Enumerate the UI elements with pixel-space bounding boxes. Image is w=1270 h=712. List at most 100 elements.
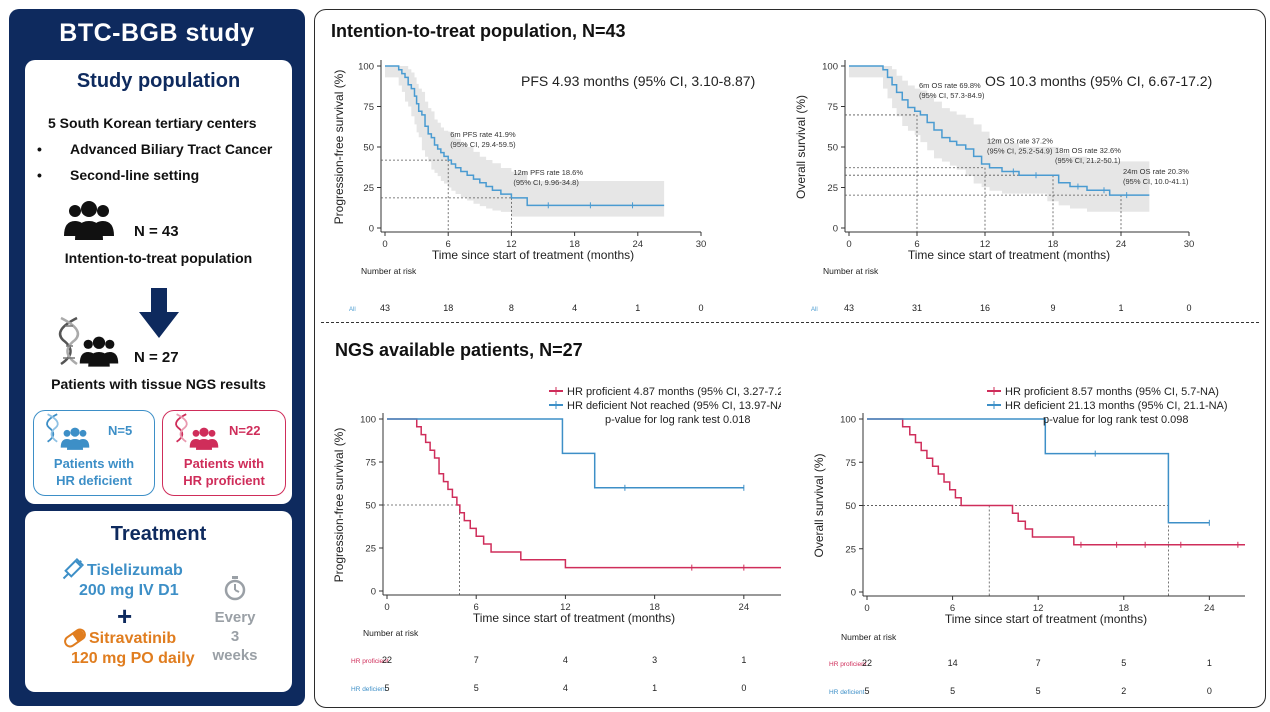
hr-deficient-box: N=5 Patients with HR deficient (33, 410, 155, 496)
drug1-dose: 200 mg IV D1 (79, 582, 179, 599)
ngs-count: N = 27 (134, 349, 179, 366)
y-tick-label: 50 (845, 501, 856, 512)
risk-count: 1 (741, 655, 746, 665)
x-tick-label: 6 (474, 602, 479, 613)
risk-count: 9 (1050, 303, 1055, 313)
left-panel: BTC-BGB study Study population 5 South K… (9, 9, 305, 706)
itt-os-chart: 0 25 50 75 100 0 6 12 18 24 30 Time since start of … (794, 60, 1212, 313)
risk-count: 0 (1207, 686, 1212, 696)
x-tick-label: 30 (1184, 239, 1195, 250)
risk-count: 7 (1036, 658, 1041, 668)
risk-count: 1 (1207, 658, 1212, 668)
y-tick-label: 75 (827, 102, 838, 113)
risk-count: 5 (1036, 686, 1041, 696)
legend-entry: HR deficient 21.13 months (95% CI, 21.1-… (1005, 400, 1228, 412)
drug2-dose: 120 mg PO daily (71, 650, 195, 667)
risk-row-label: HR proficient (829, 661, 867, 668)
risk-count: 5 (864, 686, 869, 696)
stopwatch-icon (224, 576, 246, 601)
y-tick-label: 25 (827, 183, 838, 194)
people-icon-ngs (79, 336, 119, 367)
landmark-ci-label: (95% CI, 29.4-59.5) (450, 140, 516, 149)
landmark-ci-label: (95% CI, 10.0-41.1) (1123, 177, 1189, 186)
bullet-item-1: Advanced Biliary Tract Cancer (70, 141, 273, 157)
risk-count: 0 (741, 683, 746, 693)
risk-count: 1 (1118, 303, 1123, 313)
x-tick-label: 30 (696, 239, 707, 250)
risk-count: 0 (1186, 303, 1191, 313)
risk-row-label: HR deficient (351, 686, 387, 693)
median-survival-title: PFS 4.93 months (95% CI, 3.10-8.87) (521, 73, 755, 89)
risk-count: 43 (380, 303, 390, 313)
hrp-label-2: HR proficient (183, 473, 265, 488)
x-tick-label: 18 (649, 602, 660, 613)
itt-count: N = 43 (134, 223, 179, 240)
x-tick-label: 6 (446, 239, 451, 250)
y-tick-label: 75 (845, 458, 856, 469)
risk-count: 0 (698, 303, 703, 313)
pill-icon (64, 628, 86, 648)
x-tick-label: 18 (1048, 239, 1059, 250)
y-tick-label: 0 (371, 587, 376, 598)
risk-table-label: Number at risk (823, 266, 879, 276)
landmark-rate-label: 6m OS rate 69.8% (919, 81, 981, 90)
y-tick-label: 100 (840, 415, 856, 426)
hrp-count: N=22 (229, 423, 261, 438)
confidence-band (849, 66, 1150, 212)
x-axis-label: Time since start of treatment (months) (945, 612, 1147, 626)
treatment-card: Treatment Tislelizumab 200 mg IV D1 + Si… (25, 511, 292, 692)
landmark-rate-label: 18m OS rate 32.6% (1055, 146, 1121, 155)
x-tick-label: 24 (633, 239, 644, 250)
p-value-label: p-value for log rank test 0.098 (1043, 414, 1189, 426)
y-axis-label: Overall survival (%) (794, 95, 808, 199)
bullet-dot-1: • (37, 141, 42, 157)
syringe-icon (62, 557, 85, 580)
hrp-label-1: Patients with (183, 456, 265, 471)
itt-label: Intention-to-treat population (64, 250, 253, 266)
x-tick-label: 18 (569, 239, 580, 250)
all-survival-curve (849, 65, 1150, 196)
landmark-ci-label: (95% CI, 57.3-84.9) (919, 91, 985, 100)
risk-count: 7 (474, 655, 479, 665)
risk-count: 18 (443, 303, 453, 313)
x-tick-label: 0 (384, 602, 389, 613)
schedule-line-3: weeks (212, 647, 258, 664)
legend-entry: HR proficient 8.57 months (95% CI, 5.7-N… (1005, 386, 1219, 398)
x-tick-label: 6 (950, 603, 955, 614)
x-axis-label: Time since start of treatment (months) (432, 248, 634, 262)
x-tick-label: 0 (382, 239, 387, 250)
landmark-ci-label: (95% CI, 21.2-50.1) (1055, 156, 1121, 165)
landmark-ci-label: (95% CI, 9.96-34.8) (513, 178, 579, 187)
study-population-heading: Study population (76, 70, 241, 92)
risk-count: 14 (948, 658, 958, 668)
bullet-item-2: Second-line setting (70, 167, 200, 183)
median-survival-title: OS 10.3 months (95% CI, 6.67-17.2) (985, 73, 1212, 89)
risk-count: 5 (950, 686, 955, 696)
people-icon (64, 201, 114, 240)
section-divider (321, 322, 1259, 323)
y-tick-label: 25 (363, 183, 374, 194)
risk-count: 8 (509, 303, 514, 313)
down-arrow-icon (139, 288, 179, 338)
y-tick-label: 25 (845, 544, 856, 555)
all-survival-curve (385, 65, 665, 207)
risk-count: 4 (572, 303, 577, 313)
hrd-label-2: HR deficient (56, 473, 132, 488)
y-tick-label: 25 (365, 544, 376, 555)
study-title: BTC-BGB study (59, 19, 255, 47)
ngs-label: Patients with tissue NGS results (51, 376, 266, 392)
x-tick-label: 12 (560, 602, 571, 613)
landmark-rate-label: 12m PFS rate 18.6% (513, 168, 583, 177)
x-tick-label: 12 (980, 239, 991, 250)
plus-sign: + (117, 601, 133, 631)
x-tick-label: 0 (864, 603, 869, 614)
y-tick-label: 50 (363, 143, 374, 154)
schedule-line-2: 3 (230, 628, 240, 645)
hr-proficient-box: N=22 Patients with HR proficient (162, 410, 286, 496)
drug2-name: Sitravatinib (89, 630, 177, 647)
hr-proficient-survival-curve (387, 418, 781, 569)
x-tick-label: 24 (739, 602, 750, 613)
drug1-name: Tislelizumab (87, 562, 183, 579)
confidence-band (385, 66, 665, 217)
